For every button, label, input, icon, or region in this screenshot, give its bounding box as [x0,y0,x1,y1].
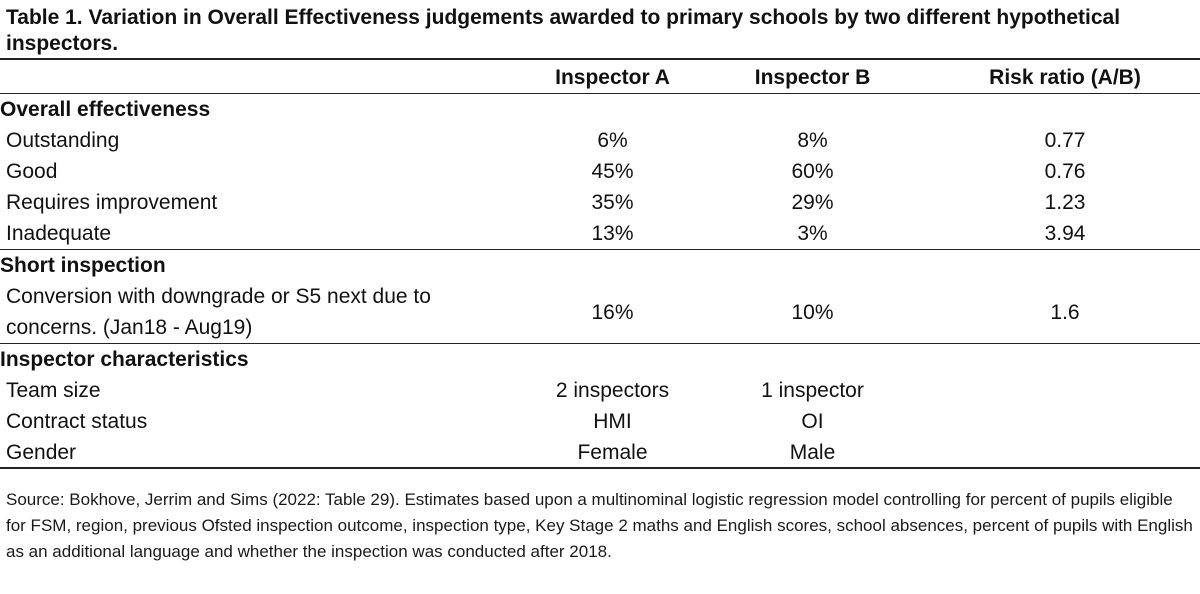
section-heading-inspector-characteristics: Inspector characteristics [0,343,1200,375]
table-row: Good 45% 60% 0.76 [0,156,1200,187]
table-title: Table 1. Variation in Overall Effectiven… [6,6,1121,55]
row-label: Good [6,160,58,183]
header-inspector-b: Inspector B [754,66,871,89]
risk-ratio-value: 3.94 [1044,222,1086,245]
risk-ratio-value [930,406,1200,437]
inspector-a-value: 35% [591,191,634,214]
inspector-b-value: 10% [791,300,834,324]
inspector-b-value: 3% [797,222,828,245]
inspector-a-value: 13% [591,222,634,245]
top-rule [0,58,1200,60]
inspector-a-value: 45% [591,160,634,183]
row-label: Outstanding [6,129,120,152]
header-blank [0,62,530,94]
row-label-line: concerns. (Jan18 - Aug19) [6,316,253,339]
header-row: Inspector A Inspector B Risk ratio (A/B) [0,62,1200,94]
row-label: Team size [6,379,101,402]
risk-ratio-value: 1.6 [1050,300,1080,324]
inspector-b-value: 29% [791,191,834,214]
bottom-rule [0,467,1200,469]
table-row: Contract status HMI OI [0,406,1200,437]
inspector-a-value: Female [577,441,648,464]
section-heading-row: Inspector characteristics [0,343,1200,375]
inspector-a-value: HMI [593,410,632,433]
inspector-a-value: 2 inspectors [555,379,670,402]
table-row: Team size 2 inspectors 1 inspector [0,375,1200,406]
row-label: Conversion with downgrade or S5 next due… [0,281,530,344]
inspector-b-value: OI [801,410,824,433]
risk-ratio-value [930,437,1200,468]
data-table: Inspector A Inspector B Risk ratio (A/B)… [0,62,1200,468]
row-label: Inadequate [6,222,112,245]
table-row: Conversion with downgrade or S5 next due… [0,281,1200,344]
source-note: Source: Bokhove, Jerrim and Sims (2022: … [6,490,1193,561]
risk-ratio-value: 0.76 [1044,160,1086,183]
inspector-b-value: Male [789,441,836,464]
table-row: Gender Female Male [0,437,1200,468]
risk-ratio-value: 0.77 [1044,129,1086,152]
section-heading-row: Short inspection [0,249,1200,281]
table-row: Outstanding 6% 8% 0.77 [0,125,1200,156]
inspector-b-value: 1 inspector [761,379,864,402]
section-heading-short-inspection: Short inspection [0,249,1200,281]
risk-ratio-value [930,375,1200,406]
row-label: Contract status [6,410,148,433]
header-risk-ratio: Risk ratio (A/B) [989,66,1141,89]
inspector-b-value: 60% [791,160,834,183]
table-row: Requires improvement 35% 29% 1.23 [0,187,1200,218]
row-label-line: Conversion with downgrade or S5 next due… [6,285,431,308]
inspector-a-value: 6% [597,129,628,152]
row-label: Requires improvement [6,191,218,214]
inspector-a-value: 16% [591,300,634,324]
inspector-b-value: 8% [797,129,828,152]
row-label: Gender [6,441,77,464]
table-row: Inadequate 13% 3% 3.94 [0,218,1200,250]
header-inspector-a: Inspector A [555,66,670,89]
risk-ratio-value: 1.23 [1044,191,1086,214]
section-heading-overall: Overall effectiveness [0,93,1200,125]
section-heading-row: Overall effectiveness [0,93,1200,125]
